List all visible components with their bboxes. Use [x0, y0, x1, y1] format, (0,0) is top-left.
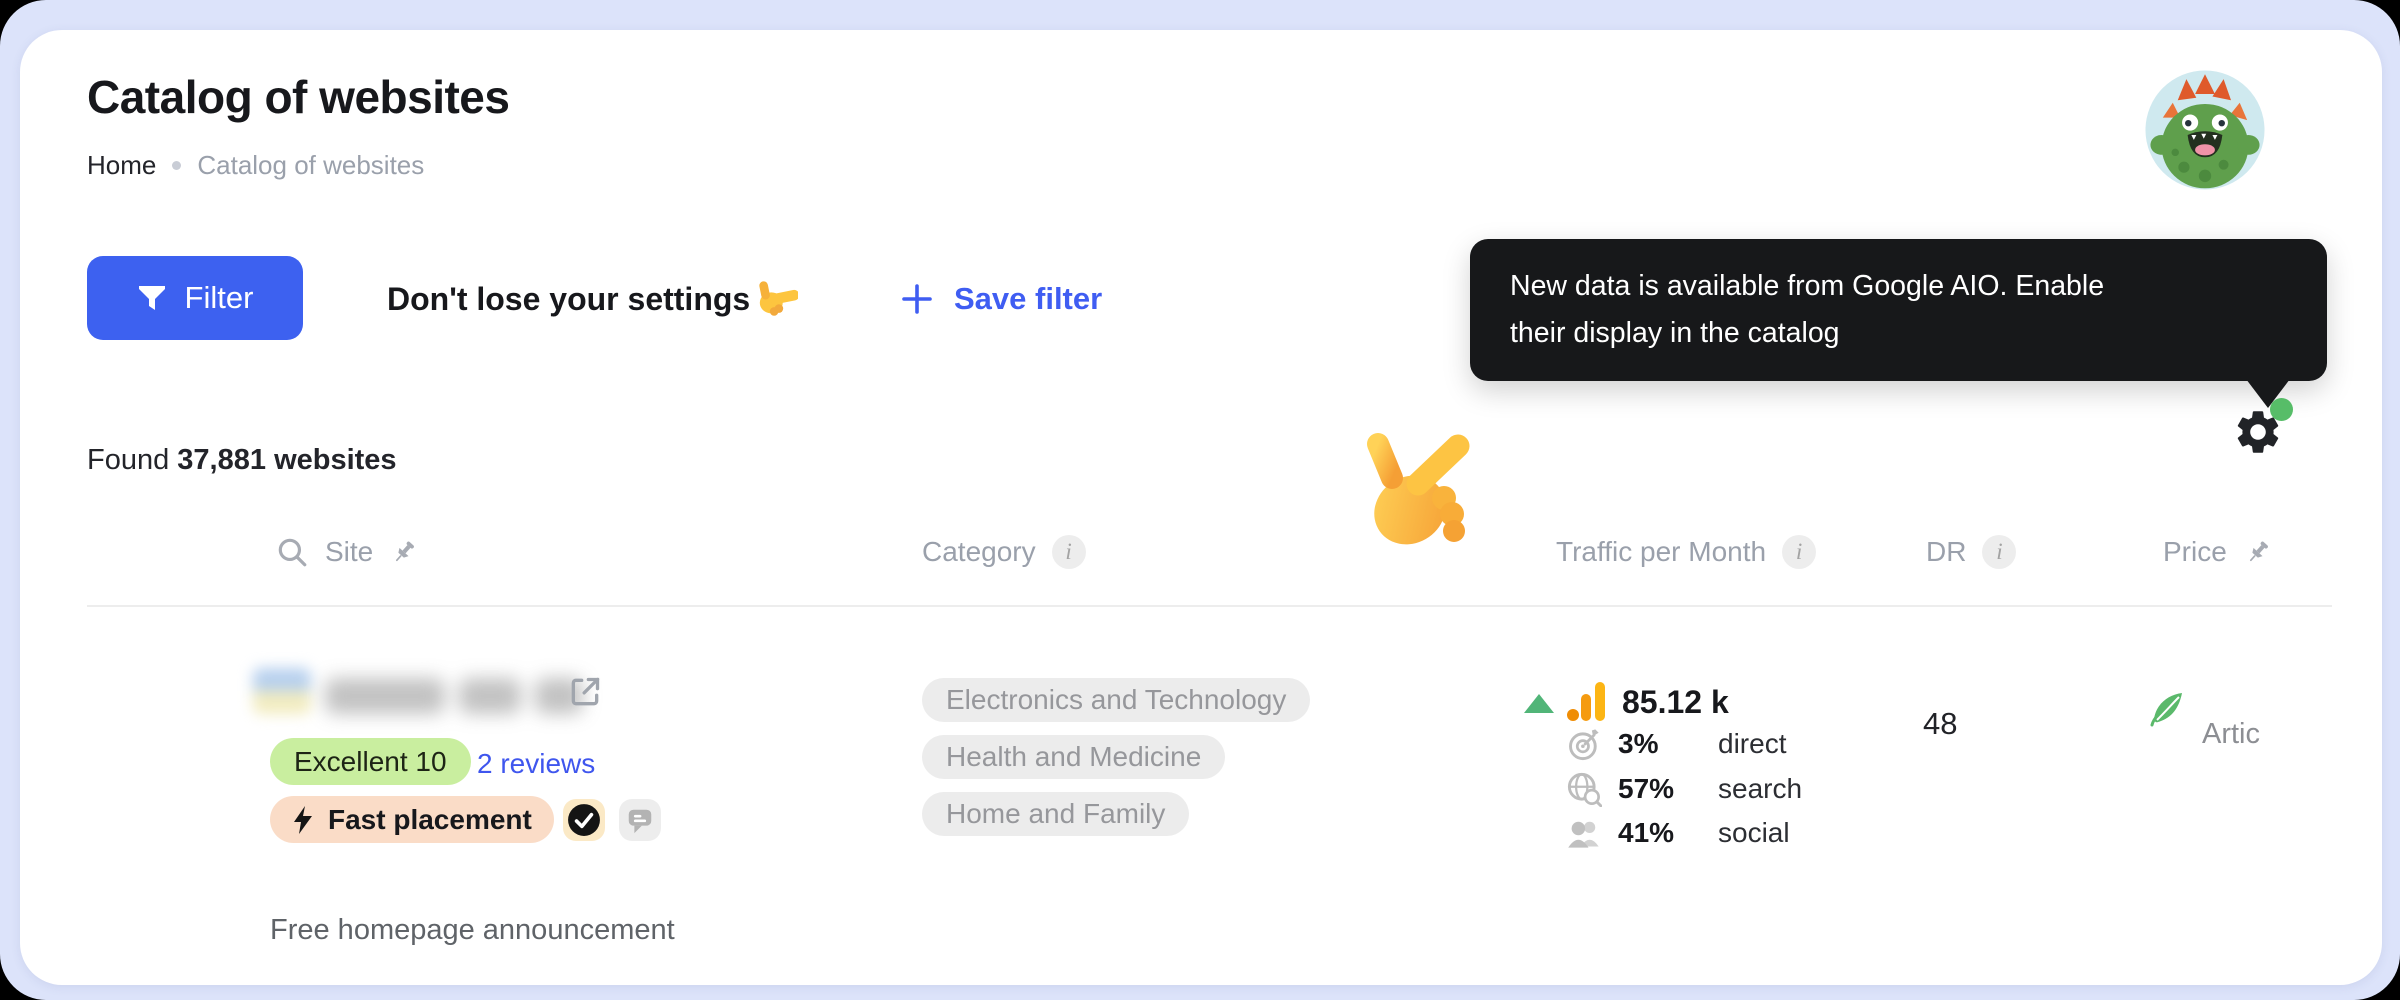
analytics-icon	[1566, 680, 1608, 722]
plus-icon	[902, 284, 932, 314]
results-suffix: websites	[274, 444, 397, 476]
info-icon[interactable]: i	[1782, 535, 1817, 569]
save-filter-button[interactable]: Save filter	[900, 270, 1102, 328]
traffic-source-row: 3% direct	[1566, 724, 1786, 764]
column-header-category-label: Category	[922, 536, 1036, 567]
column-header-price: Price	[2163, 530, 2273, 574]
settings-hint: Don't lose your settings	[387, 270, 799, 328]
target-icon	[1569, 729, 1599, 761]
column-header-site: Site	[275, 530, 419, 574]
info-icon[interactable]: i	[1051, 535, 1086, 569]
fast-placement-badge: Fast placement	[270, 796, 554, 843]
traffic-label: social	[1718, 817, 1790, 848]
traffic-pct: 3%	[1618, 728, 1659, 759]
site-favicon-blurred	[253, 668, 311, 714]
dino-avatar	[2145, 70, 2265, 190]
info-icon[interactable]: i	[1982, 535, 2017, 569]
funnel-icon	[138, 286, 165, 310]
gear-icon	[2237, 411, 2279, 453]
check-badge-icon	[568, 804, 600, 836]
pin-icon[interactable]	[2243, 537, 2273, 567]
traffic-source-row: 57% search	[1566, 769, 1802, 809]
fast-placement-label: Fast placement	[328, 803, 532, 835]
traffic-pct: 57%	[1618, 773, 1675, 804]
price-text-truncated: Artic	[2202, 718, 2260, 750]
traffic-source-row: 41% social	[1566, 813, 1790, 853]
bolt-icon	[294, 805, 312, 834]
column-header-dr-label: DR	[1926, 536, 1967, 567]
results-prefix: Found	[87, 444, 170, 476]
globe-search-icon	[1567, 772, 1602, 807]
traffic-total: 85.12 k	[1622, 684, 1729, 720]
pin-icon[interactable]	[389, 537, 419, 567]
page-title: Catalog of websites	[87, 71, 510, 123]
header-divider	[87, 605, 2332, 607]
site-note: Free homepage announcement	[270, 914, 675, 946]
settings-gear-button[interactable]	[2232, 398, 2293, 458]
breadcrumb-separator-dot	[172, 161, 182, 170]
up-triangle-icon	[1524, 694, 1554, 713]
dr-value: 48	[1923, 706, 1958, 741]
people-icon	[1568, 821, 1599, 848]
catalog-card: Catalog of websites Home Catalog of webs…	[20, 30, 2382, 985]
traffic-label: direct	[1718, 728, 1787, 759]
notification-line1: New data is available from Google AIO. E…	[1510, 270, 2105, 302]
user-avatar[interactable]	[2143, 68, 2267, 192]
filter-button[interactable]: Filter	[87, 256, 303, 340]
hand-pointer	[1358, 430, 1484, 552]
chat-icon	[628, 809, 652, 834]
column-header-dr: DR i	[1926, 530, 2017, 574]
breadcrumb-current: Catalog of websites	[197, 150, 425, 180]
breadcrumb-home[interactable]: Home	[87, 150, 157, 180]
notification-line2: their display in the catalog	[1510, 317, 1840, 349]
reviews-link[interactable]: 2 reviews	[477, 748, 596, 779]
traffic-label: search	[1718, 773, 1803, 804]
traffic-pct: 41%	[1618, 817, 1675, 848]
filter-button-label: Filter	[184, 280, 254, 315]
column-header-price-label: Price	[2163, 536, 2227, 567]
breadcrumb: Home Catalog of websites	[87, 150, 424, 181]
category-pill: Health and Medicine	[922, 735, 1226, 779]
rating-badge-label: Excellent 10	[294, 745, 447, 777]
chat-button[interactable]	[619, 799, 661, 841]
category-pill: Home and Family	[922, 792, 1190, 836]
verified-badge	[563, 799, 605, 841]
notification-tooltip: New data is available from Google AIO. E…	[1470, 239, 2327, 381]
column-header-site-label: Site	[325, 536, 374, 567]
rating-badge: Excellent 10	[270, 738, 471, 785]
settings-hint-text: Don't lose your settings	[387, 280, 751, 317]
notification-dot	[2270, 398, 2293, 421]
column-header-traffic-label: Traffic per Month	[1556, 536, 1767, 567]
column-header-category: Category i	[922, 530, 1086, 574]
leaf-icon	[2148, 688, 2188, 728]
external-link-icon[interactable]	[565, 672, 605, 712]
category-pill: Electronics and Technology	[922, 678, 1311, 722]
pointing-hand-icon	[759, 281, 799, 316]
save-filter-label: Save filter	[954, 281, 1103, 316]
results-number: 37,881	[177, 444, 266, 476]
search-icon[interactable]	[275, 535, 309, 569]
site-domain-blurred	[325, 678, 583, 714]
column-header-traffic: Traffic per Month i	[1556, 530, 1817, 574]
results-count: Found 37,881 websites	[87, 444, 397, 477]
